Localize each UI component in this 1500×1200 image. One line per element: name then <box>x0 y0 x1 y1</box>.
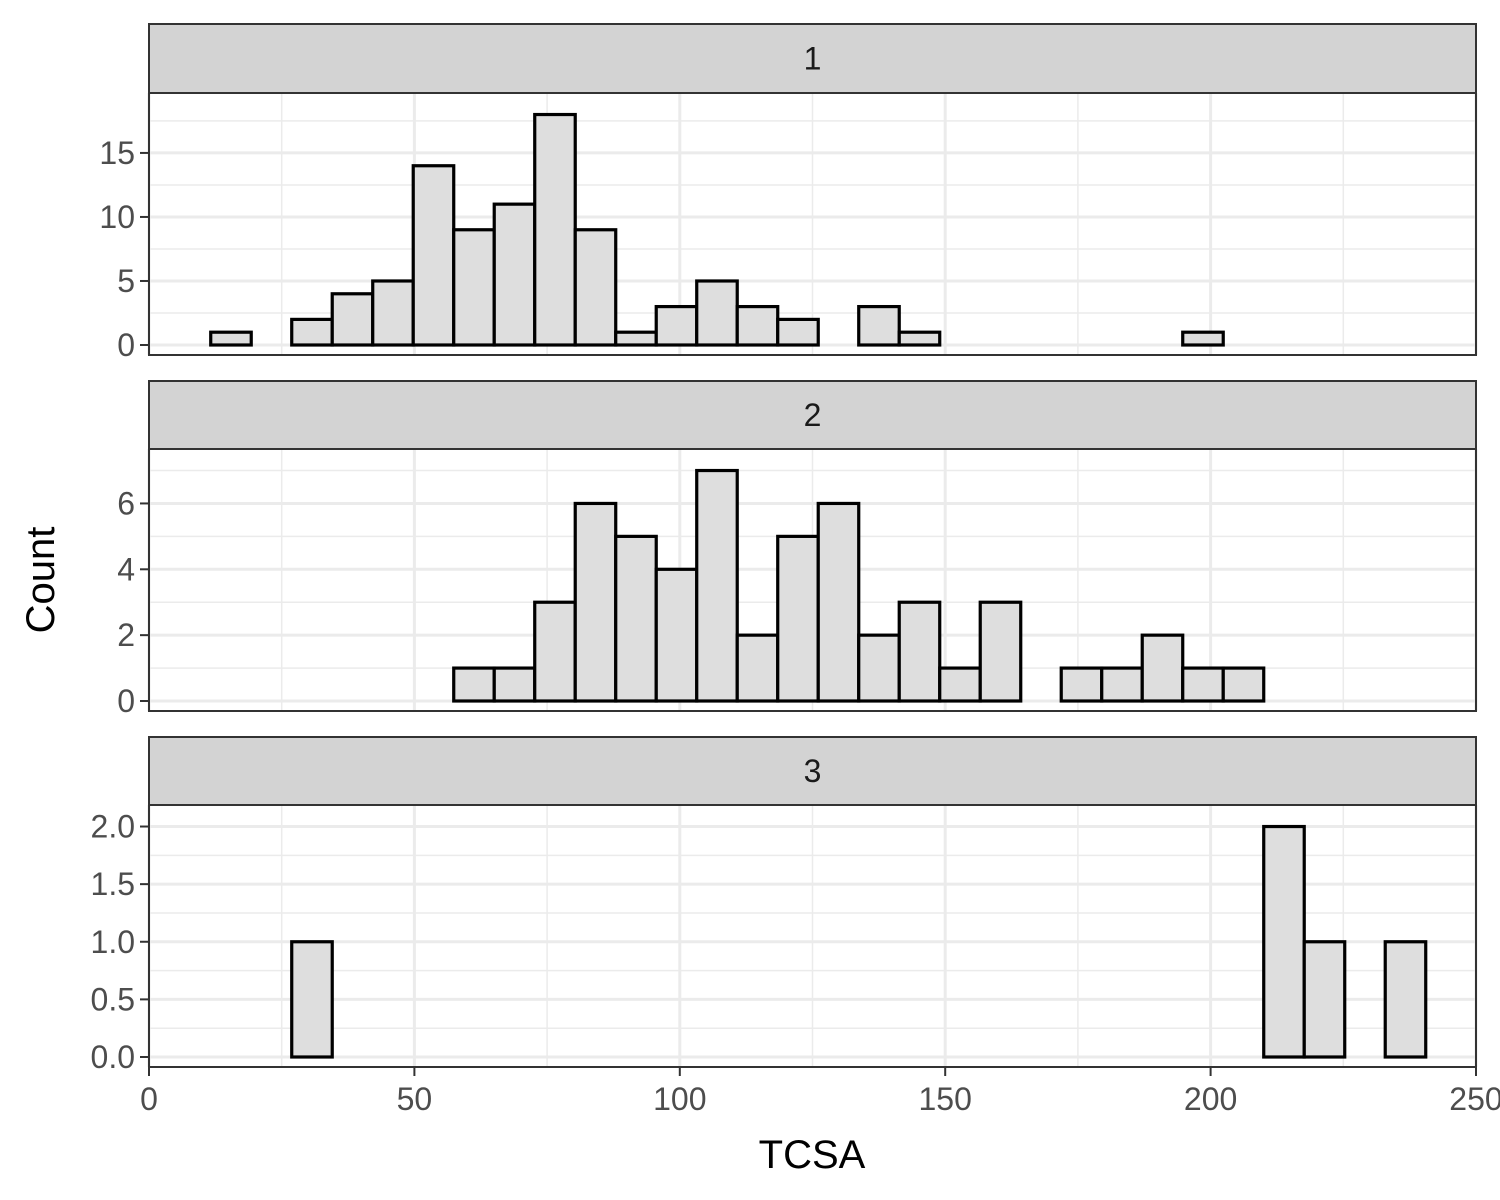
histogram-bar <box>1181 330 1225 347</box>
histogram-bar <box>290 940 334 1059</box>
x-tick-label: 100 <box>653 1081 706 1117</box>
histogram-bar <box>209 330 253 347</box>
histogram-bar <box>533 600 577 703</box>
histogram-bar <box>290 317 334 347</box>
y-tick-label: 0.5 <box>91 981 135 1017</box>
histogram-bar <box>614 330 658 347</box>
y-tick-label: 0.0 <box>91 1039 135 1075</box>
histogram-bar <box>452 666 496 703</box>
histogram-bar <box>330 292 375 347</box>
histogram-bar <box>492 202 537 347</box>
histogram-bar <box>1221 666 1266 703</box>
x-axis-title: TCSA <box>759 1133 866 1177</box>
facet-strip <box>148 380 1477 450</box>
y-tick-label: 1.5 <box>91 866 135 902</box>
histogram-bar <box>573 228 618 347</box>
facet-strip <box>148 736 1477 806</box>
histogram-bar <box>897 330 942 347</box>
histogram-bar <box>695 279 739 347</box>
histogram-bar <box>1181 666 1225 703</box>
histogram-bar <box>654 567 699 703</box>
y-tick-label: 4 <box>117 551 135 587</box>
histogram-bar <box>938 666 982 703</box>
histogram-bar <box>857 633 901 703</box>
histogram-bar <box>1302 940 1347 1059</box>
y-tick-label: 2.0 <box>91 809 135 845</box>
histogram-bar <box>1383 940 1428 1059</box>
x-tick-label: 50 <box>397 1081 433 1117</box>
histogram-bar <box>654 304 699 347</box>
facet-panel-3: 3 0.0 0.5 1.0 1.5 2.0 <box>91 736 1478 1075</box>
histogram-bar <box>452 228 496 347</box>
y-tick-label: 2 <box>117 617 135 653</box>
y-tick-label: 10 <box>99 199 135 235</box>
histogram-bar <box>1059 666 1104 703</box>
facet-strip <box>148 23 1477 94</box>
y-tick-label: 15 <box>99 135 135 171</box>
histogram-bar <box>492 666 537 703</box>
histogram-bar <box>776 317 820 347</box>
x-tick-label: 150 <box>919 1081 972 1117</box>
histogram-bar <box>735 633 780 703</box>
histogram-bar <box>1262 824 1306 1059</box>
x-tick-label: 200 <box>1184 1081 1237 1117</box>
x-tick-label: 250 <box>1449 1081 1500 1117</box>
histogram-bar <box>978 600 1023 703</box>
facet-strip-label: 3 <box>804 753 822 789</box>
histogram-bar <box>735 304 780 347</box>
facet-strip-label: 2 <box>804 397 822 433</box>
y-tick-label: 6 <box>117 485 135 521</box>
facet-strip-label: 1 <box>804 41 822 77</box>
y-axis-title: Count <box>19 527 63 634</box>
histogram-bar <box>1100 666 1144 703</box>
histogram-bar <box>857 304 901 347</box>
histogram-bar <box>695 468 739 703</box>
histogram-bar <box>533 112 577 347</box>
histogram-bar <box>776 534 820 703</box>
histogram-bar <box>897 600 942 703</box>
facet-panel-2: 2 0 2 4 6 <box>117 380 1478 719</box>
histogram-bar <box>411 164 456 347</box>
y-tick-label: 0 <box>117 327 135 363</box>
histogram-bar <box>1140 633 1185 703</box>
histogram-bar <box>816 501 861 703</box>
y-tick-label: 5 <box>117 263 135 299</box>
x-tick-label: 0 <box>140 1081 158 1117</box>
y-tick-label: 0 <box>117 683 135 719</box>
y-tick-label: 1.0 <box>91 924 135 960</box>
histogram-bar <box>614 534 658 703</box>
histogram-bar <box>573 501 618 703</box>
histogram-bar <box>371 279 415 347</box>
